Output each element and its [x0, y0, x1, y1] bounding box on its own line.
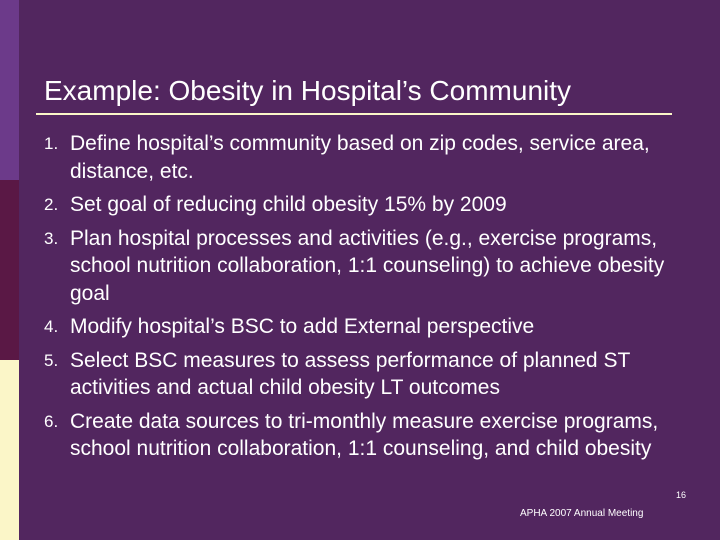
item-number: 5. [44, 350, 59, 370]
item-text: Select BSC measures to assess performanc… [70, 348, 630, 400]
item-number: 6. [44, 411, 59, 431]
page-number: 16 [676, 490, 687, 500]
left-accent-bar [0, 0, 19, 540]
list-item: 6. Create data sources to tri-monthly me… [44, 408, 684, 463]
item-text: Define hospital’s community based on zip… [70, 132, 650, 183]
item-text: Set goal of reducing child obesity 15% b… [70, 193, 507, 216]
item-number: 4. [44, 317, 59, 336]
list-item: 3. Plan hospital processes and activitie… [44, 225, 684, 308]
accent-bar-middle [0, 180, 19, 360]
item-number: 1. [44, 134, 59, 153]
list-item: 5. Select BSC measures to assess perform… [44, 347, 684, 402]
item-text: Plan hospital processes and activities (… [70, 226, 665, 305]
footer-text: APHA 2007 Annual Meeting [520, 508, 644, 519]
slide-title: Example: Obesity in Hospital’s Community [44, 75, 572, 106]
accent-bar-top [0, 0, 19, 180]
item-number: 3. [44, 228, 59, 248]
list-item: 2. Set goal of reducing child obesity 15… [44, 191, 684, 219]
title-underline [36, 113, 672, 115]
list-item: 1. Define hospital’s community based on … [44, 130, 684, 185]
accent-bar-bottom [0, 360, 19, 540]
list-item: 4. Modify hospital’s BSC to add External… [44, 313, 684, 341]
steps-list: 1. Define hospital’s community based on … [44, 130, 684, 469]
item-number: 2. [44, 195, 59, 214]
item-text: Create data sources to tri-monthly measu… [70, 409, 659, 461]
item-text: Modify hospital’s BSC to add External pe… [70, 315, 535, 338]
